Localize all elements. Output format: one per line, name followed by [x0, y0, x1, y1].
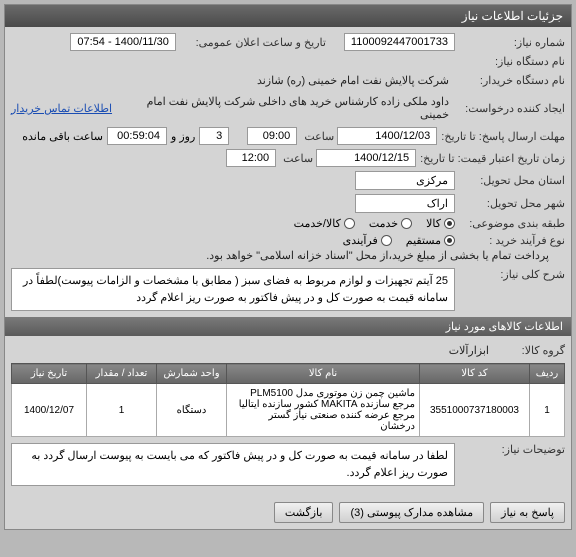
summary-text: 25 آیتم تجهیزات و لوازم مربوط به فضای سب…: [11, 268, 455, 311]
process-radios: مستقیم فرآیندی: [343, 234, 455, 247]
deadline-send-date: 1400/12/03: [337, 127, 437, 145]
radio-service[interactable]: خدمت: [369, 217, 412, 230]
radio-goods[interactable]: کالا: [426, 217, 455, 230]
col-qty: تعداد / مقدار: [87, 364, 157, 384]
credit-time: 12:00: [226, 149, 276, 167]
col-date: تاریخ نیاز: [12, 364, 87, 384]
cell-qty: 1: [87, 384, 157, 437]
remain-label: ساعت باقی مانده: [22, 130, 103, 143]
category-radios: کالا خدمت کالا/خدمت: [294, 217, 455, 230]
radio-tender-input[interactable]: [381, 235, 392, 246]
attachments-button[interactable]: مشاهده مدارک پیوستی (3): [339, 502, 484, 523]
col-code: کد کالا: [420, 364, 530, 384]
summary-label: شرح کلی نیاز:: [455, 268, 565, 281]
radio-service-input[interactable]: [401, 218, 412, 229]
radio-goods-label: کالا: [426, 217, 441, 230]
row-credit: زمان تاریخ اعتبار قیمت: تا تاریخ: 1400/1…: [11, 149, 565, 167]
radio-goods-service-input[interactable]: [344, 218, 355, 229]
radio-direct[interactable]: مستقیم: [406, 234, 455, 247]
radio-tender[interactable]: فرآیندی: [343, 234, 392, 247]
credit-label: زمان تاریخ اعتبار قیمت: تا تاریخ:: [416, 152, 565, 165]
time-label-1: ساعت: [297, 130, 337, 143]
reply-button[interactable]: پاسخ به نیاز: [490, 502, 565, 523]
main-panel: جزئیات اطلاعات نیاز شماره نیاز: 11000924…: [4, 4, 572, 530]
time-label-2: ساعت: [276, 152, 316, 165]
remain-time: 00:59:04: [107, 127, 167, 145]
col-unit: واحد شمارش: [157, 364, 227, 384]
row-deadline-send: مهلت ارسال پاسخ: تا تاریخ: 1400/12/03 سا…: [11, 127, 565, 145]
panel-body: شماره نیاز: 1100092447001733 تاریخ و ساع…: [5, 27, 571, 496]
notes-text: لطفا در سامانه قیمت به صورت کل و در پیش …: [11, 443, 455, 486]
row-group: گروه کالا: ابزارآلات: [11, 342, 565, 359]
row-notes: توضیحات نیاز: لطفا در سامانه قیمت به صور…: [11, 443, 565, 486]
deadline-send-label: مهلت ارسال پاسخ: تا تاریخ:: [437, 130, 565, 143]
buyer-value: شرکت پالایش نفت امام خمینی (ره) شازند: [251, 72, 455, 89]
row-buyer: نام دستگاه خریدار: شرکت پالایش نفت امام …: [11, 72, 565, 89]
notes-label: توضیحات نیاز:: [455, 443, 565, 456]
province-value: مرکزی: [355, 171, 455, 190]
announce-value: 1400/11/30 - 07:54: [70, 33, 176, 51]
credit-date: 1400/12/15: [316, 149, 416, 167]
row-province: استان محل تحویل: مرکزی: [11, 171, 565, 190]
radio-direct-input[interactable]: [444, 235, 455, 246]
table-header-row: ردیف کد کالا نام کالا واحد شمارش تعداد /…: [12, 364, 565, 384]
col-name: نام کالا: [227, 364, 420, 384]
contact-link[interactable]: اطلاعات تماس خریدار: [11, 102, 112, 115]
cell-unit: دستگاه: [157, 384, 227, 437]
back-button[interactable]: بازگشت: [274, 502, 334, 523]
process-note: پرداخت تمام یا بخشی از مبلغ خرید،از محل …: [200, 247, 555, 264]
group-value: ابزارآلات: [443, 342, 495, 359]
radio-tender-label: فرآیندی: [343, 234, 378, 247]
cell-code: 3551000737180003: [420, 384, 530, 437]
days-label: روز و: [171, 130, 195, 143]
row-need-no: شماره نیاز: 1100092447001733 تاریخ و ساع…: [11, 33, 565, 51]
buyer-label: نام دستگاه خریدار:: [455, 74, 565, 87]
row-process: نوع فرآیند خرید : مستقیم فرآیندی پرداخت …: [11, 234, 565, 264]
button-row: پاسخ به نیاز مشاهده مدارک پیوستی (3) باز…: [5, 496, 571, 529]
items-section-header: اطلاعات کالاهای مورد نیاز: [5, 317, 571, 336]
items-table: ردیف کد کالا نام کالا واحد شمارش تعداد /…: [11, 363, 565, 437]
process-label: نوع فرآیند خرید :: [455, 234, 565, 247]
announce-label: تاریخ و ساعت اعلان عمومی:: [176, 36, 326, 49]
city-value: اراک: [355, 194, 455, 213]
radio-goods-input[interactable]: [444, 218, 455, 229]
row-device: نام دستگاه نیاز:: [11, 55, 565, 68]
panel-title: جزئیات اطلاعات نیاز: [5, 5, 571, 27]
row-creator: ایجاد کننده درخواست: داود ملکی زاده کارش…: [11, 93, 565, 123]
radio-goods-service-label: کالا/خدمت: [294, 217, 341, 230]
need-no-value: 1100092447001733: [344, 33, 455, 51]
cell-date: 1400/12/07: [12, 384, 87, 437]
need-no-label: شماره نیاز:: [455, 36, 565, 49]
category-label: طبقه بندی موضوعی:: [455, 217, 565, 230]
creator-value: داود ملکی زاده کارشناس خرید های داخلی شر…: [112, 93, 455, 123]
province-label: استان محل تحویل:: [455, 174, 565, 187]
cell-name: ماشین چمن زن موتوری مدل PLM5100 مرجع ساز…: [227, 384, 420, 437]
row-summary: شرح کلی نیاز: 25 آیتم تجهیزات و لوازم مر…: [11, 268, 565, 311]
radio-goods-service[interactable]: کالا/خدمت: [294, 217, 355, 230]
radio-direct-label: مستقیم: [406, 234, 441, 247]
city-label: شهر محل تحویل:: [455, 197, 565, 210]
days-value: 3: [199, 127, 229, 145]
col-row: ردیف: [530, 364, 565, 384]
creator-label: ایجاد کننده درخواست:: [455, 102, 565, 115]
table-row: 1 3551000737180003 ماشین چمن زن موتوری م…: [12, 384, 565, 437]
device-label: نام دستگاه نیاز:: [455, 55, 565, 68]
cell-row: 1: [530, 384, 565, 437]
time-remaining: 3 روز و 00:59:04 ساعت باقی مانده: [22, 127, 229, 145]
group-label: گروه کالا:: [495, 344, 565, 357]
radio-service-label: خدمت: [369, 217, 398, 230]
deadline-send-time: 09:00: [247, 127, 297, 145]
row-city: شهر محل تحویل: اراک: [11, 194, 565, 213]
row-category: طبقه بندی موضوعی: کالا خدمت کالا/خدمت: [11, 217, 565, 230]
